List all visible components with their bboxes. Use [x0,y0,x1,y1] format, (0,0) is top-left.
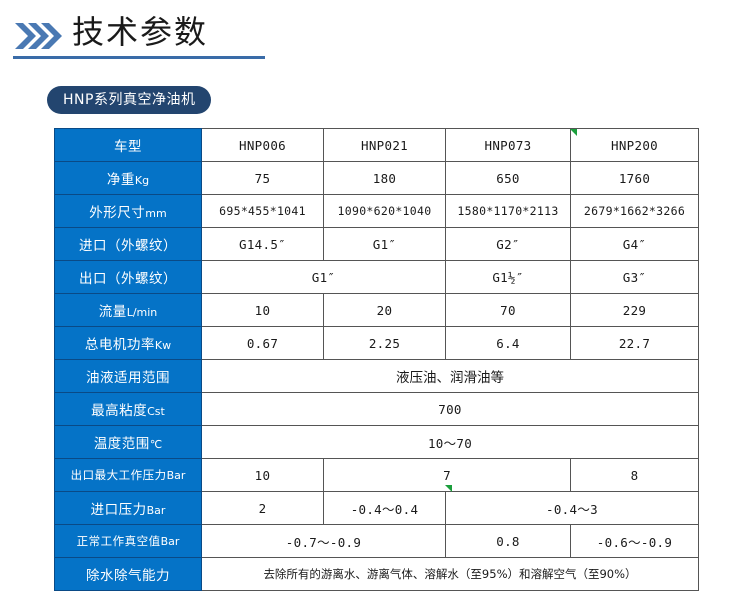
green-marker-icon [445,485,452,492]
cell-model-hnp200: HNP200 [570,128,699,162]
label-text: 最高粘度 [91,403,148,419]
cell-flow-hnp073: 70 [445,293,571,327]
cell-outlet-pressure-hnp200: 8 [570,458,699,492]
row-label-max-outlet-pressure: 出口最大工作压力Bar [54,458,202,492]
table-row: 最高粘度Cst 700 [54,392,699,426]
spec-table-body: 车型 HNP006 HNP021 HNP073 HNP200 净重Kg 75 1… [54,128,699,591]
cell-model-hnp021: HNP021 [323,128,446,162]
cell-power-hnp021: 2.25 [323,326,446,360]
cell-model-hnp073: HNP073 [445,128,571,162]
spec-table: 车型 HNP006 HNP021 HNP073 HNP200 净重Kg 75 1… [54,128,699,591]
cell-inlet-hnp006: G14.5″ [201,227,324,261]
page-title: 技术参数 [72,13,209,51]
row-label-dimensions: 外形尺寸mm [54,194,202,228]
label-unit: ℃ [149,438,163,451]
cell-inlet-pressure-hnp021: -0.4～0.4 [323,491,446,525]
cell-vacuum-hnp006-hnp021: -0.7～-0.9 [201,524,446,558]
title-underline [13,56,265,59]
cell-flow-hnp006: 10 [201,293,324,327]
cell-temperature-range-all: 10～70 [201,425,699,459]
cell-dimensions-hnp200: 2679*1662*3266 [570,194,699,228]
row-label-oil-types: 油液适用范围 [54,359,202,393]
status-badge: HNP系列真空净油机 [47,86,212,114]
table-row: 车型 HNP006 HNP021 HNP073 HNP200 [54,128,699,162]
label-text: 净重 [106,172,135,188]
label-unit: Bar [146,504,166,517]
table-row: 进口压力Bar 2 -0.4～0.4 -0.4～3 [54,491,699,525]
cell-inlet-pressure-hnp006: 2 [201,491,324,525]
table-row: 出口最大工作压力Bar 10 7 8 [54,458,699,492]
green-marker-icon [570,129,577,136]
table-row: 流量L/min 10 20 70 229 [54,293,699,327]
label-text: 进口压力 [90,502,147,518]
label-text: 外形尺寸 [89,205,146,221]
label-unit: Kw [154,339,172,352]
label-text: 温度范围 [93,436,150,452]
cell-flow-hnp200: 229 [570,293,699,327]
table-row: 净重Kg 75 180 650 1760 [54,161,699,195]
table-row: 出口（外螺纹） G1″ G1½″ G3″ [54,260,699,294]
row-label-working-vacuum: 正常工作真空值Bar [54,524,202,558]
label-unit: Bar [160,535,180,548]
cell-weight-hnp021: 180 [323,161,446,195]
table-row: 正常工作真空值Bar -0.7～-0.9 0.8 -0.6～-0.9 [54,524,699,558]
row-label-max-viscosity: 最高粘度Cst [54,392,202,426]
cell-power-hnp200: 22.7 [570,326,699,360]
row-label-net-weight: 净重Kg [54,161,202,195]
cell-dimensions-hnp073: 1580*1170*2113 [445,194,571,228]
table-row: 外形尺寸mm 695*455*1041 1090*620*1040 1580*1… [54,194,699,228]
label-text: 正常工作真空值 [76,534,161,548]
cell-weight-hnp073: 650 [445,161,571,195]
row-label-dewatering-degassing: 除水除气能力 [54,557,202,591]
label-unit: Cst [147,405,165,418]
row-label-motor-power: 总电机功率Kw [54,326,202,360]
cell-dimensions-hnp021: 1090*620*1040 [323,194,446,228]
cell-outlet-hnp200: G3″ [570,260,699,294]
row-label-inlet-pressure: 进口压力Bar [54,491,202,525]
cell-weight-hnp006: 75 [201,161,324,195]
cell-dewatering-degassing-all: 去除所有的游离水、游离气体、溶解水（至95%）和溶解空气（至90%） [201,557,699,591]
section-header: 技术参数 [0,0,750,70]
label-unit: L/min [126,306,158,319]
cell-inlet-hnp073: G2″ [445,227,571,261]
cell-model-hnp006: HNP006 [201,128,324,162]
cell-dimensions-hnp006: 695*455*1041 [201,194,324,228]
table-row: 温度范围℃ 10～70 [54,425,699,459]
cell-oil-types-all: 液压油、润滑油等 [201,359,699,393]
table-row: 油液适用范围 液压油、润滑油等 [54,359,699,393]
row-label-model: 车型 [54,128,202,162]
table-row: 除水除气能力 去除所有的游离水、游离气体、溶解水（至95%）和溶解空气（至90%… [54,557,699,591]
table-row: 进口（外螺纹） G14.5″ G1″ G2″ G4″ [54,227,699,261]
cell-weight-hnp200: 1760 [570,161,699,195]
label-unit: mm [145,207,167,220]
cell-vacuum-hnp200: -0.6～-0.9 [570,524,699,558]
triple-chevron-right-icon [13,21,65,51]
cell-inlet-hnp200: G4″ [570,227,699,261]
cell-inlet-pressure-hnp073-hnp200: -0.4～3 [445,491,699,525]
cell-outlet-hnp073: G1½″ [445,260,571,294]
label-text: 总电机功率 [84,337,155,353]
cell-power-hnp073: 6.4 [445,326,571,360]
label-unit: Kg [134,174,150,187]
cell-flow-hnp021: 20 [323,293,446,327]
label-text: 出口最大工作压力 [70,468,167,482]
cell-vacuum-hnp073: 0.8 [445,524,571,558]
cell-max-viscosity-all: 700 [201,392,699,426]
table-row: 总电机功率Kw 0.67 2.25 6.4 22.7 [54,326,699,360]
row-label-flow-rate: 流量L/min [54,293,202,327]
row-label-outlet-thread: 出口（外螺纹） [54,260,202,294]
label-unit: Bar [166,469,186,482]
cell-power-hnp006: 0.67 [201,326,324,360]
cell-outlet-hnp006-hnp021: G1″ [201,260,446,294]
cell-outlet-pressure-hnp006: 10 [201,458,324,492]
row-label-inlet-thread: 进口（外螺纹） [54,227,202,261]
row-label-temperature-range: 温度范围℃ [54,425,202,459]
cell-inlet-hnp021: G1″ [323,227,446,261]
label-text: 流量 [98,304,127,320]
